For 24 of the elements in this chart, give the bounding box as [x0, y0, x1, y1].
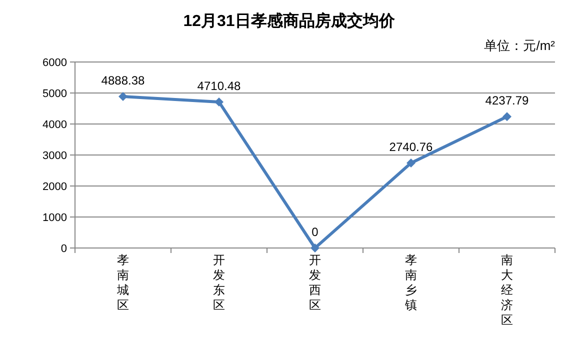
y-tick-label: 2000	[42, 181, 67, 193]
x-tick-label: 南大经济区	[501, 253, 513, 327]
y-tick-label: 5000	[42, 88, 67, 100]
x-tick-label: 孝南乡镇	[404, 253, 417, 312]
y-tick-label: 1000	[42, 212, 67, 224]
point	[502, 112, 512, 122]
data-label: 4888.38	[101, 73, 146, 88]
data-label: 0	[312, 225, 319, 239]
x-tick-label: 开发东区	[213, 253, 225, 312]
data-label: 2740.76	[389, 140, 434, 154]
chart-title: 12月31日孝感商品房成交均价	[183, 11, 396, 30]
point	[118, 92, 128, 101]
x-tick-label: 开发西区	[309, 253, 321, 312]
y-tick-label: 3000	[42, 150, 67, 162]
y-tick-label: 6000	[42, 57, 67, 69]
x-tick-label: 孝南城区	[116, 253, 129, 312]
data-label: 4710.48	[197, 78, 242, 93]
text: 单位：元/m²	[484, 38, 556, 53]
point	[406, 158, 416, 168]
y-tick-label: 4000	[42, 119, 67, 131]
data-label: 4237.79	[485, 94, 530, 108]
point	[214, 97, 224, 106]
point	[310, 244, 320, 252]
y-tick-label: 0	[60, 243, 67, 255]
